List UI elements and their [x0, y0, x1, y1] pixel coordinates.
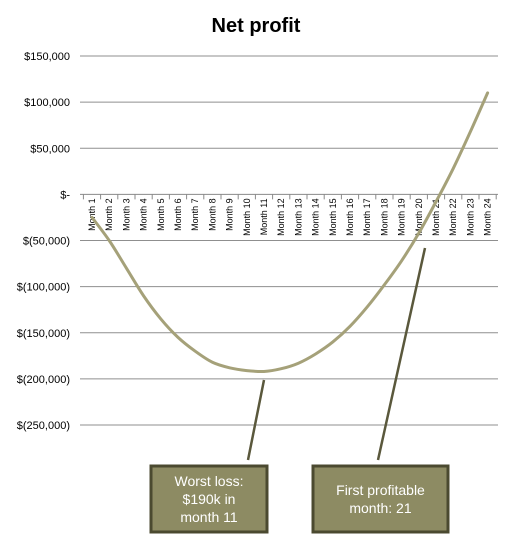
x-tick-label: Month 10: [242, 198, 252, 236]
x-tick-label: Month 14: [311, 198, 321, 236]
x-tick-label: Month 19: [397, 198, 407, 236]
y-tick-label: $(150,000): [17, 328, 70, 340]
y-tick-label: $50,000: [30, 143, 70, 155]
callout-box: [149, 464, 269, 534]
chart-title: Net profit: [212, 15, 301, 37]
x-tick-label: Month 12: [276, 198, 286, 236]
callout-text-line: First profitable: [336, 482, 425, 498]
y-tick-label: $(250,000): [17, 420, 70, 432]
x-tick-label: Month 22: [448, 198, 458, 236]
x-tick-label: Month 21: [431, 198, 441, 236]
series-line-layer: [90, 91, 490, 374]
x-tick-label: Month 3: [121, 198, 131, 231]
callout-text-line: $190k in: [183, 491, 236, 507]
y-tick-label: $-: [60, 189, 70, 201]
callout-text-line: Worst loss:: [175, 473, 244, 489]
x-tick-label: Month 13: [293, 198, 303, 236]
annotation-callouts: Worst loss: $190k in month 11 First profita…: [149, 247, 450, 534]
x-axis-tick-labels: Month 1 Month 2 Month 3 Month 4 Month 5 Month…: [87, 198, 493, 236]
y-tick-label: $(200,000): [17, 374, 70, 386]
x-tick-label: Month 9: [225, 198, 235, 231]
x-tick-label: Month 11: [259, 198, 269, 235]
gridlines: [80, 55, 498, 426]
y-tick-label: $150,000: [24, 51, 70, 63]
x-tick-label: Month 17: [362, 198, 372, 236]
callout-box: [311, 464, 450, 534]
x-tick-label: Month 20: [414, 198, 424, 236]
callout-text-line: month 11: [180, 509, 238, 525]
callout-pointer-line: [246, 379, 266, 461]
x-tick-label: Month 7: [190, 198, 200, 231]
x-tick-label: Month 8: [207, 198, 217, 231]
x-tick-label: Month 18: [379, 198, 389, 236]
callout-pointer-line: [376, 247, 427, 461]
y-axis-tick-labels: $150,000 $100,000 $50,000 $- $(50,000) $(100,…: [17, 51, 71, 432]
x-tick-label: Month 1: [87, 198, 97, 231]
y-tick-label: $(100,000): [17, 282, 70, 294]
series-line: [90, 91, 490, 374]
x-tick-label: Month 15: [328, 198, 338, 236]
x-tick-label: Month 5: [156, 198, 166, 231]
x-tick-label: Month 2: [104, 198, 114, 231]
x-tick-label: Month 23: [465, 198, 475, 236]
y-tick-label: $(50,000): [23, 236, 70, 248]
x-tick-label: Month 16: [345, 198, 355, 236]
x-tick-label: Month 24: [483, 198, 493, 236]
x-tick-label: Month 6: [173, 198, 183, 231]
callout-text-line: month: 21: [349, 500, 411, 516]
y-tick-label: $100,000: [24, 97, 70, 109]
x-tick-label: Month 4: [139, 198, 149, 231]
